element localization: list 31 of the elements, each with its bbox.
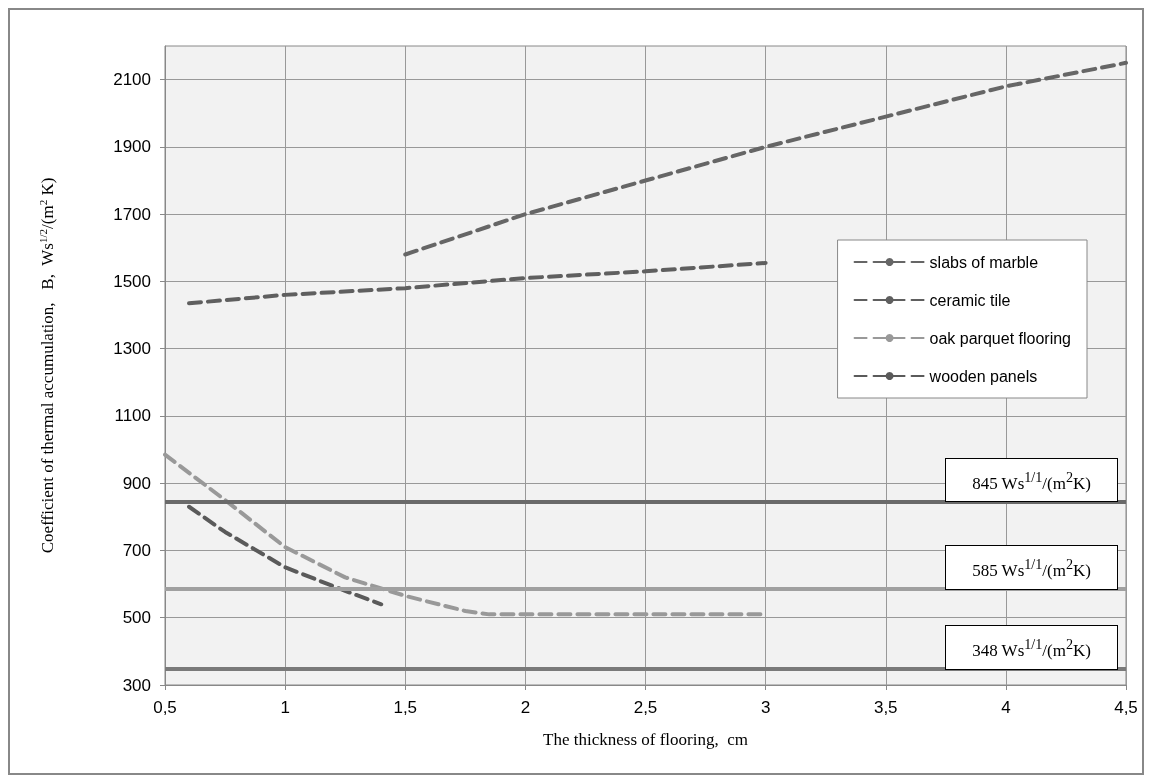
y-tick-label: 1300 [113,339,151,359]
legend-label: oak parquet flooring [929,329,1072,347]
ref-line-label: 845 Ws$^{1/1}$/(m$^{2}$K) [945,457,1118,503]
x-tick-label: 3,5 [873,698,898,717]
ref-line-label: 585 Ws$^{1/1}$/(m$^{2}$K) [945,545,1118,590]
x-axis-title: The thickness of flooring, cm [543,730,748,749]
y-tick-label: 300 [122,675,151,695]
line-series [187,504,384,607]
y-axis-title: Coefficient of thermal accumulation, B, Ws1/2/(m2 K) [37,177,57,554]
y-tick-label: 500 [122,608,151,628]
x-tick-label: 3 [760,698,771,717]
x-tick-label: 2 [520,698,531,717]
x-tick-label: 2,5 [633,698,658,717]
y-tick-label: 1500 [113,271,151,291]
x-tick-label: 4,5 [1114,698,1138,717]
y-tick-label: 1900 [113,137,151,157]
x-tick-label: 1,5 [393,698,418,717]
y-tick-label: 700 [122,540,151,560]
x-tick-label: 1 [280,698,290,717]
legend-label: slabs of marble [929,253,1039,271]
x-tick-label: 4 [1001,698,1011,717]
x-tick-label: 0,5 [153,698,177,717]
legend-label: ceramic tile [929,291,1011,309]
y-tick-label: 900 [122,473,151,493]
line-series [403,60,1128,257]
line-series [187,260,768,306]
legend-label: wooden panels [928,367,1038,385]
ref-line-label: 348 Ws$^{1/1}$/(m$^{2}$K) [945,624,1118,670]
y-tick-label: 2100 [113,70,151,90]
y-tick-label: 1100 [114,406,151,426]
y-tick-label: 1700 [113,204,151,224]
